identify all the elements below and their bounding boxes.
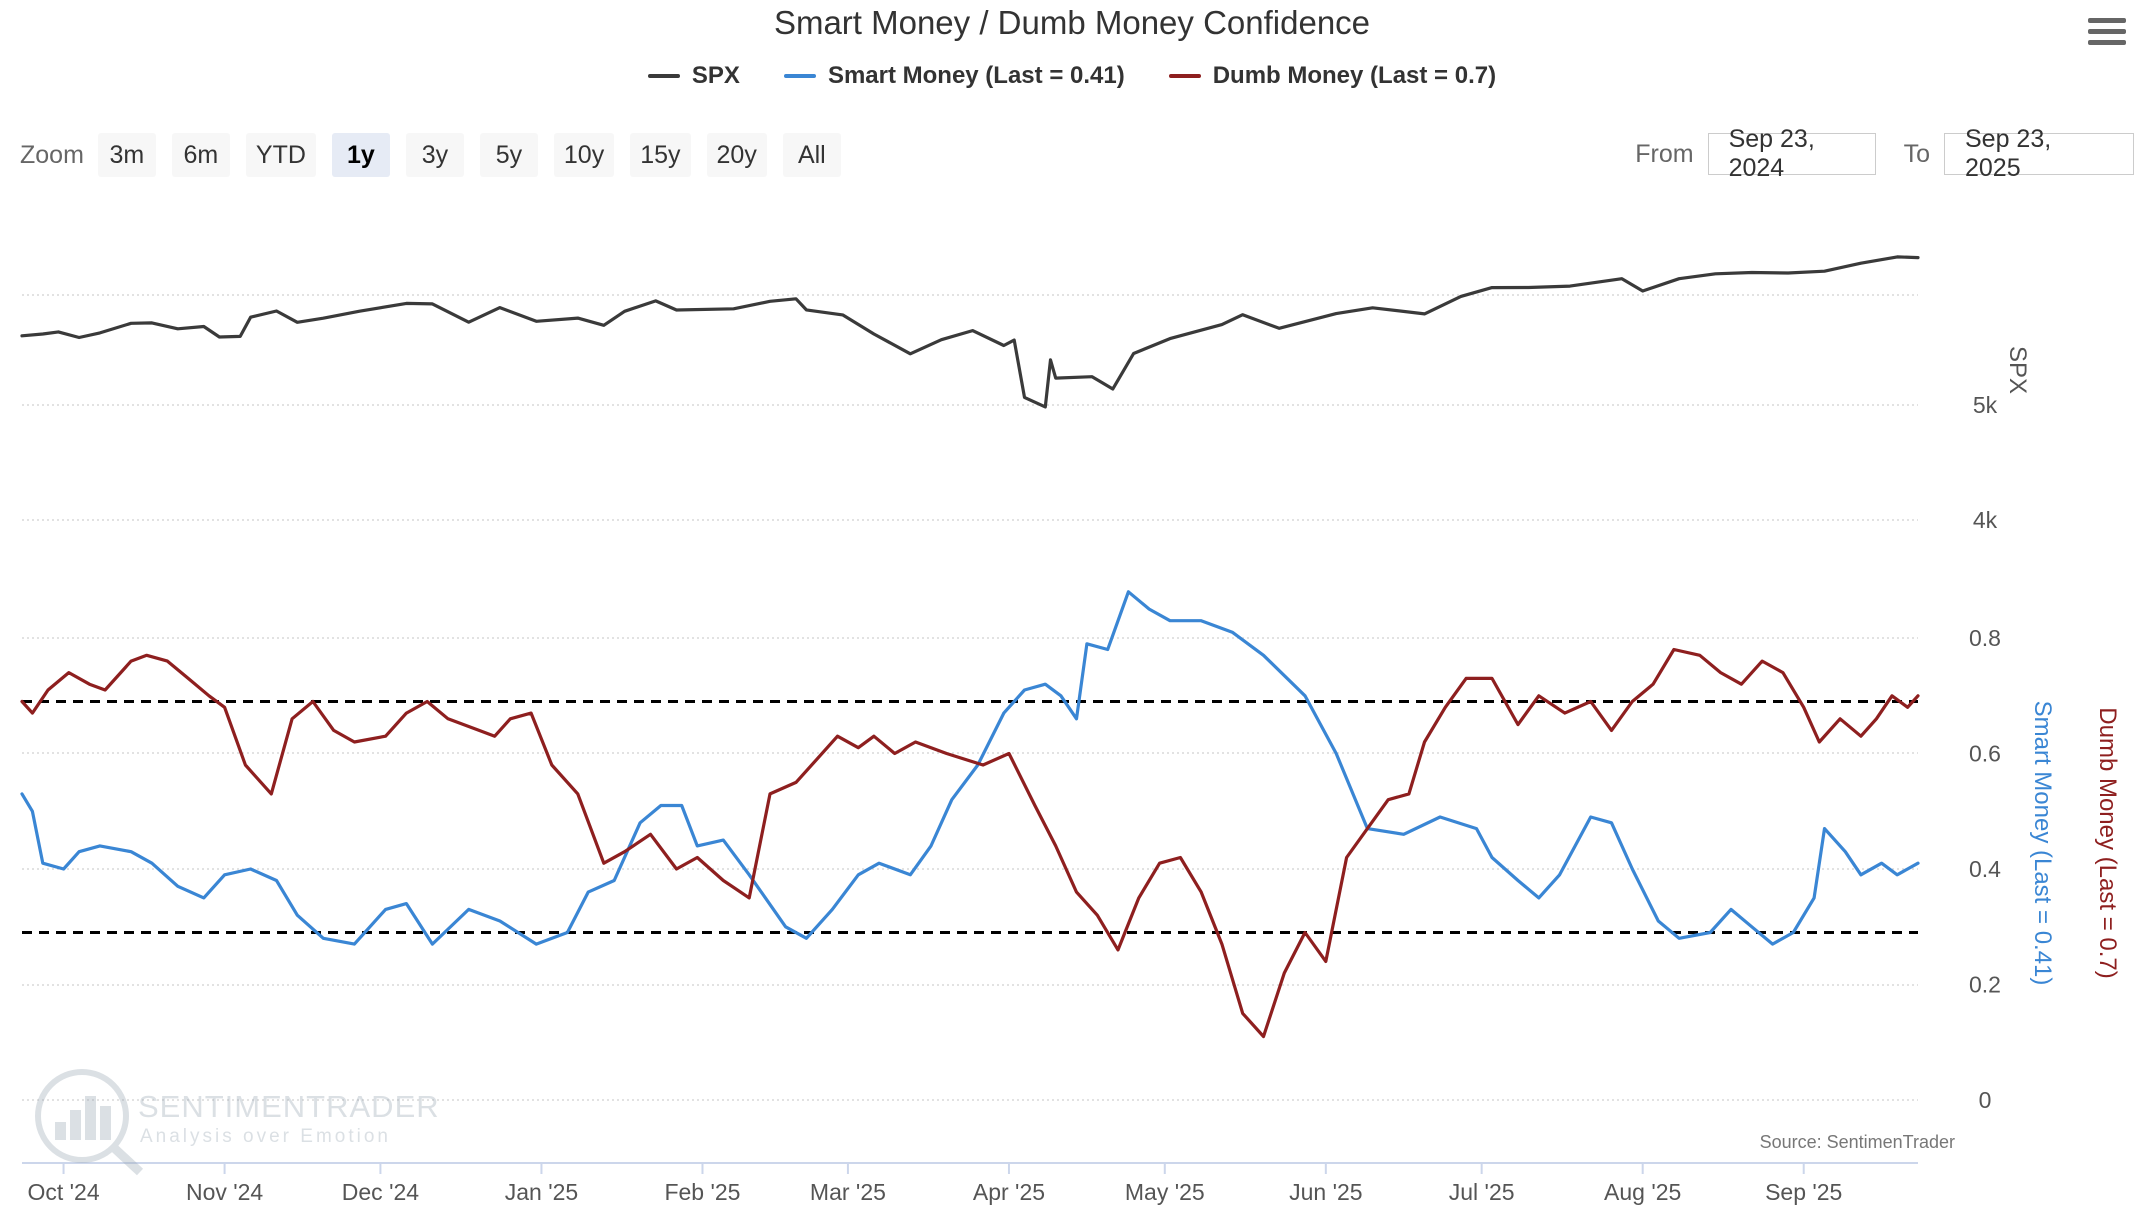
to-date-input[interactable]: Sep 23, 2025 [1944, 125, 2134, 182]
dumb-money-line [20, 647, 1920, 1039]
zoom-button-ytd[interactable]: YTD [245, 133, 316, 177]
smart-money-axis-title: Smart Money (Last = 0.41) [2029, 701, 2056, 986]
x-tick-label-9: Jul '25 [1449, 1179, 1515, 1205]
zoom-button-all[interactable]: All [782, 133, 841, 177]
spx-tick-label-0: 4k [1973, 507, 1998, 533]
hamburger-menu-icon[interactable] [2088, 18, 2126, 52]
zoom-button-10y[interactable]: 10y [553, 133, 615, 177]
to-label: To [1903, 139, 1930, 168]
legend-label-smart-money: Smart Money (Last = 0.41) [827, 62, 1125, 89]
spx-line [20, 255, 1920, 409]
confidence-tick-label-4: 0.8 [1969, 625, 2001, 651]
legend-item-smart-money[interactable]: Smart Money (Last = 0.41) [783, 62, 1125, 90]
x-tick-label-4: Feb '25 [664, 1179, 740, 1205]
legend-swatch-smart-money [783, 74, 816, 78]
smart-money-line [20, 590, 1920, 946]
watermark-tagline: Analysis over Emotion [140, 1126, 391, 1147]
watermark-bar-3 [100, 1106, 111, 1140]
zoom-button-3y[interactable]: 3y [405, 133, 464, 177]
date-range-bar: From Sep 23, 2024 To Sep 23, 2025 [1635, 125, 2134, 182]
zoom-button-20y[interactable]: 20y [706, 133, 767, 177]
dumb-money-axis-title: Dumb Money (Last = 0.7) [2094, 707, 2121, 978]
legend-swatch-dumb-money [1168, 74, 1201, 78]
chart-title: Smart Money / Dumb Money Confidence [773, 4, 1371, 41]
x-tick-label-5: Mar '25 [810, 1179, 886, 1205]
zoom-label: Zoom [20, 140, 84, 169]
zoom-button-5y[interactable]: 5y [479, 133, 538, 177]
legend-item-spx[interactable]: SPX [647, 62, 740, 90]
watermark-name: SENTIMENTRADER [138, 1089, 440, 1124]
from-label: From [1635, 139, 1694, 168]
x-tick-label-11: Sep '25 [1765, 1179, 1842, 1205]
x-tick-label-1: Nov '24 [186, 1179, 263, 1205]
confidence-tick-label-3: 0.6 [1969, 741, 2001, 767]
watermark-bar-2 [85, 1096, 96, 1140]
source-credit: Source: SentimenTrader [1760, 1132, 1955, 1152]
zoom-button-15y[interactable]: 15y [630, 133, 691, 177]
zoom-button-1y[interactable]: 1y [331, 133, 390, 177]
x-tick-label-6: Apr '25 [973, 1179, 1045, 1205]
x-tick-label-8: Jun '25 [1289, 1179, 1362, 1205]
from-date-input[interactable]: Sep 23, 2024 [1707, 125, 1876, 182]
watermark-bar-1 [70, 1110, 81, 1140]
spx-axis-title: SPX [2004, 346, 2031, 394]
zoom-button-3m[interactable]: 3m [97, 133, 156, 177]
confidence-tick-label-0: 0 [1979, 1087, 1992, 1113]
legend-item-dumb-money[interactable]: Dumb Money (Last = 0.7) [1168, 62, 1497, 90]
spx-tick-label-1: 5k [1973, 392, 1998, 418]
watermark-magnifier-icon [35, 1069, 129, 1163]
confidence-tick-label-1: 0.2 [1969, 972, 2001, 998]
zoom-bar: Zoom 3m 6m YTD 1y 3y 5y 10y 15y 20y All [20, 133, 849, 177]
zoom-button-6m[interactable]: 6m [171, 133, 230, 177]
watermark-handle [108, 1142, 144, 1176]
x-tick-label-0: Oct '24 [27, 1179, 99, 1205]
x-tick-label-2: Dec '24 [342, 1179, 419, 1205]
watermark-bar-0 [55, 1122, 66, 1140]
confidence-tick-label-2: 0.4 [1969, 856, 2001, 882]
legend-swatch-spx [647, 74, 680, 78]
x-tick-label-3: Jan '25 [505, 1179, 578, 1205]
legend-label-spx: SPX [691, 62, 740, 89]
x-tick-label-7: May '25 [1125, 1179, 1205, 1205]
legend-label-dumb-money: Dumb Money (Last = 0.7) [1212, 62, 1497, 89]
legend: SPX Smart Money (Last = 0.41) Dumb Money… [0, 62, 2144, 90]
x-tick-label-10: Aug '25 [1604, 1179, 1681, 1205]
